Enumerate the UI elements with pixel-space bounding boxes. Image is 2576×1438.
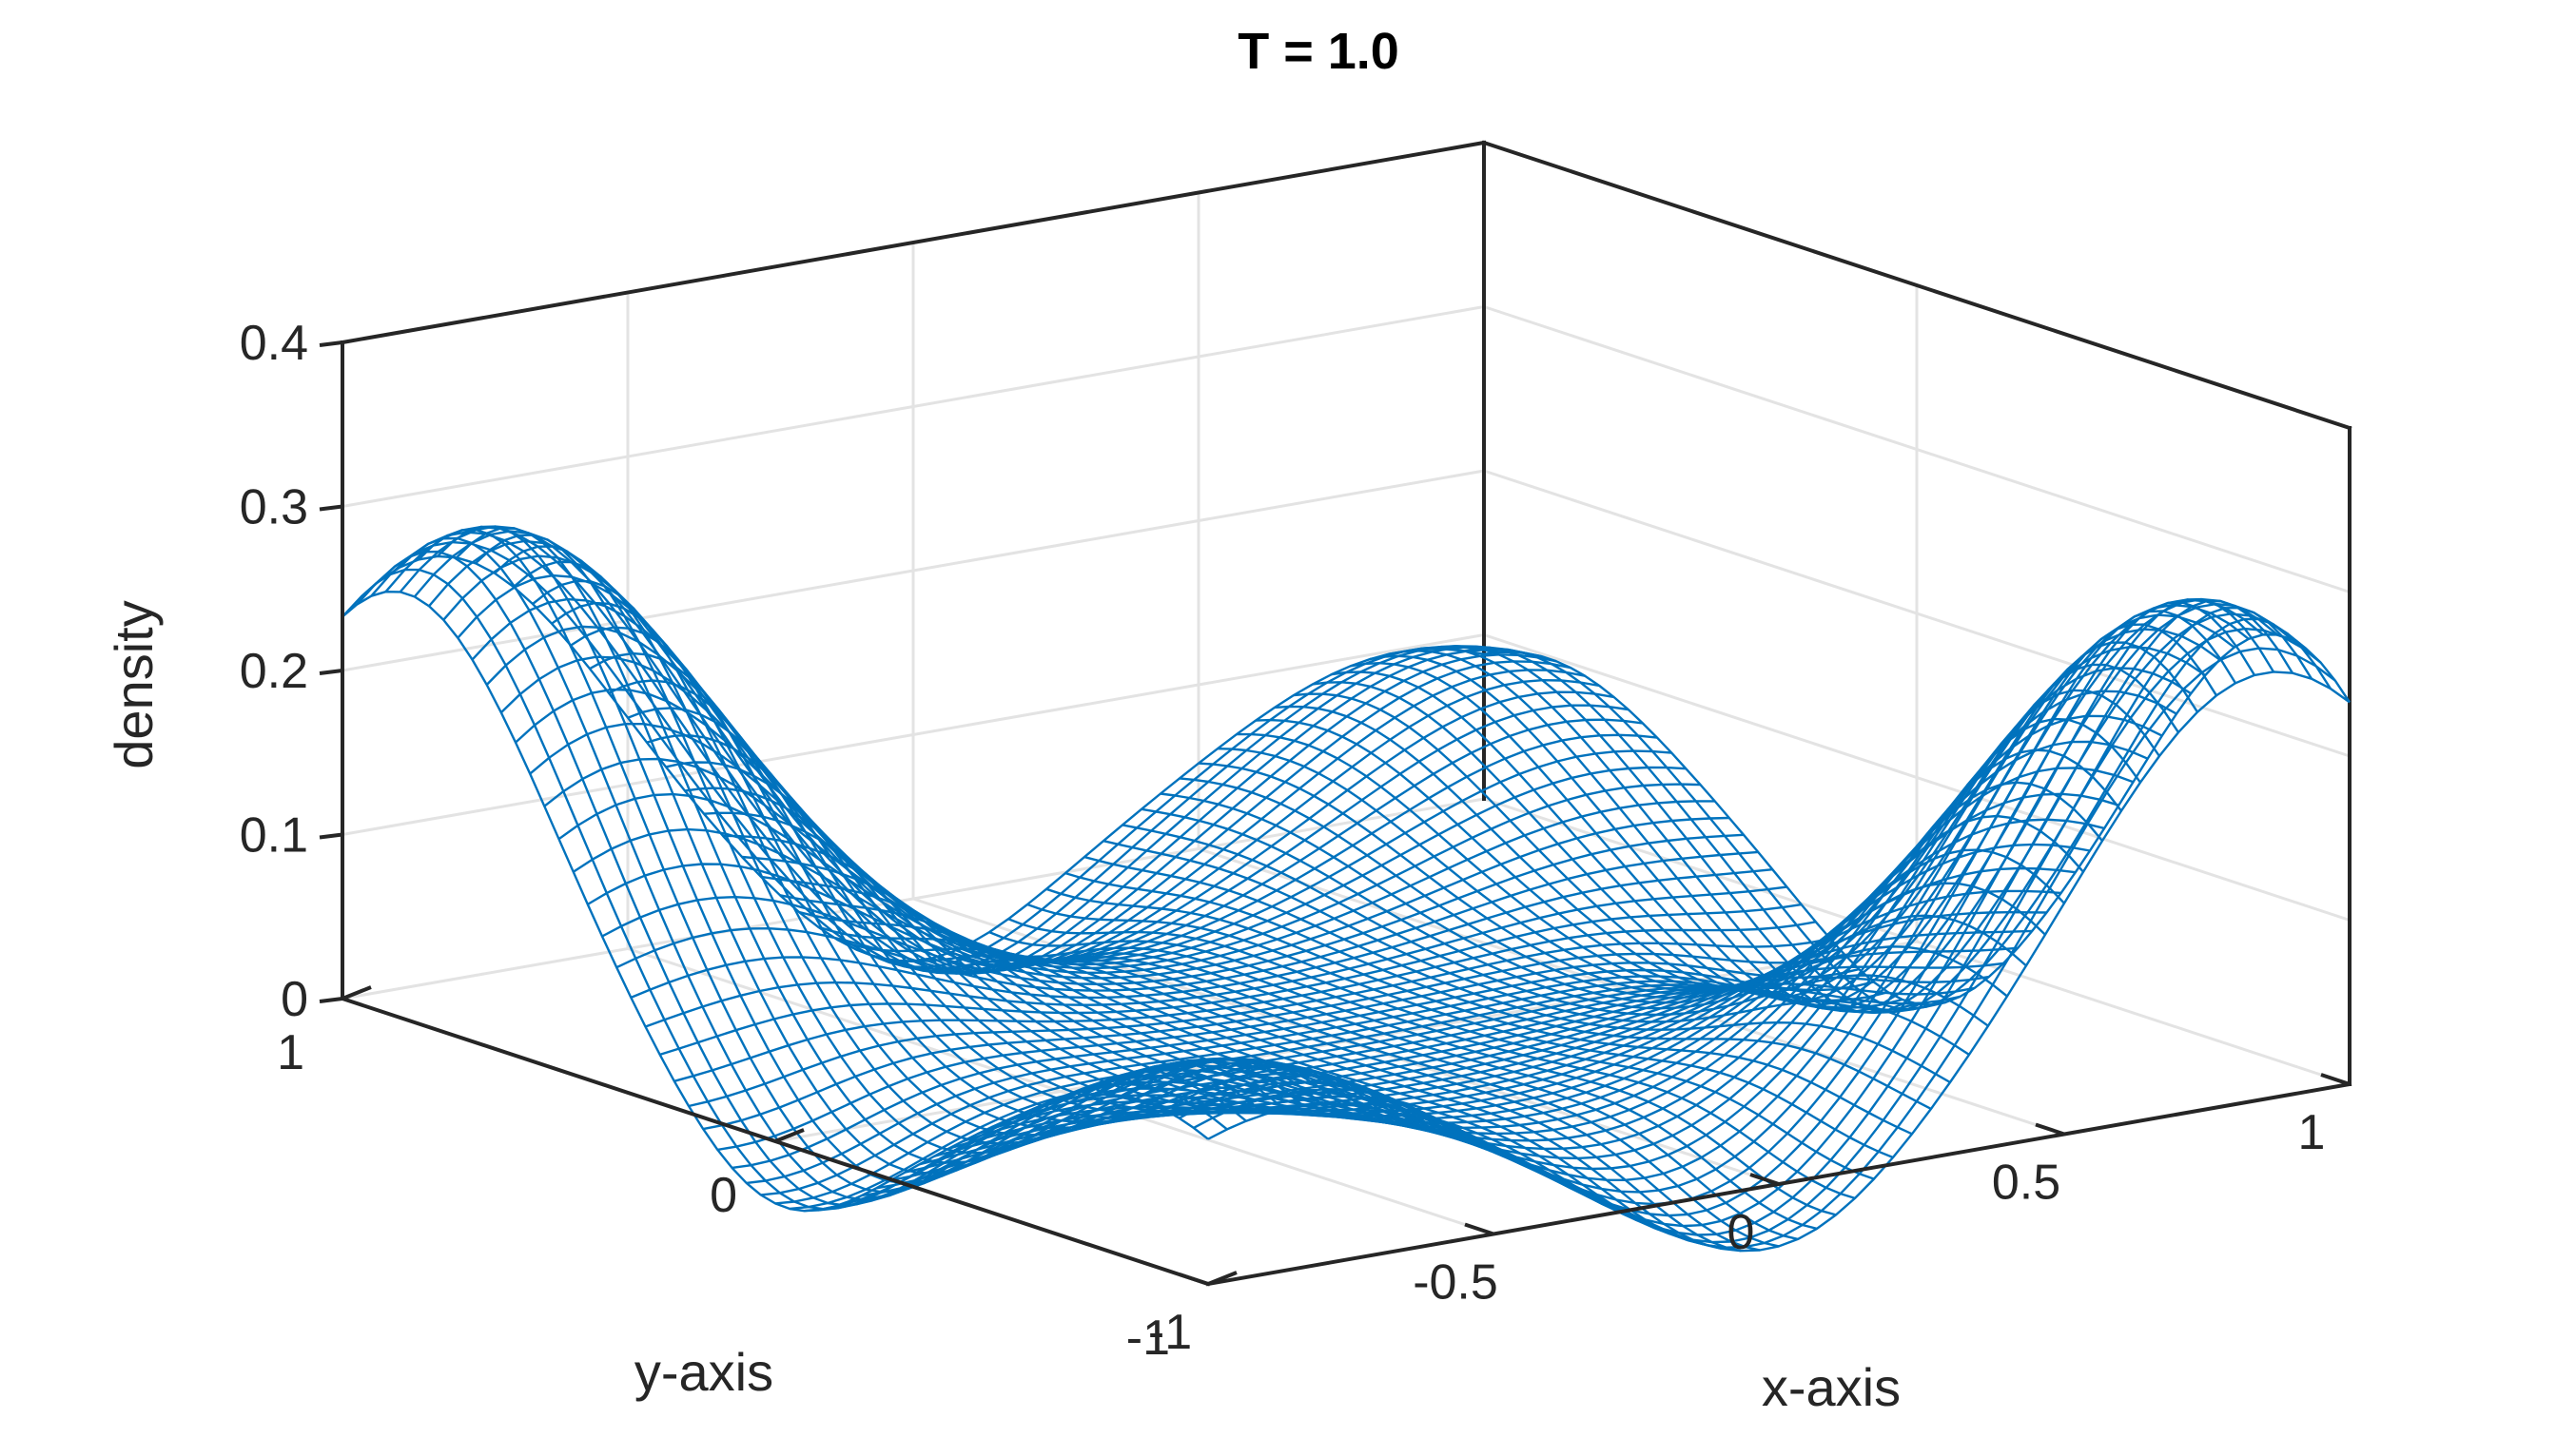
y-tick-2 xyxy=(342,985,372,1001)
mesh-line-y-58 xyxy=(370,531,1513,973)
mesh-line-y-44 xyxy=(573,800,1715,974)
x-tick-2 xyxy=(1749,1173,1780,1186)
z-tick-label-3: 0.3 xyxy=(240,480,308,535)
mesh-line-y-26 xyxy=(832,982,1975,1209)
y-tick-0 xyxy=(1207,1271,1238,1286)
mesh-line-y-53 xyxy=(442,554,1586,969)
mesh-line-y-37 xyxy=(673,921,1817,1082)
z-tick-3 xyxy=(319,504,343,512)
x-tick-1 xyxy=(1464,1222,1494,1236)
y-tick-1 xyxy=(774,1128,805,1143)
z-tick-label-1: 0.1 xyxy=(240,808,308,864)
mesh-line-y-57 xyxy=(384,525,1528,975)
z-tick-label-4: 0.4 xyxy=(240,316,308,371)
x-tick-label-1: -0.5 xyxy=(1413,1255,1498,1311)
mesh-line-y-40 xyxy=(630,868,1773,1000)
axes-box xyxy=(340,140,2352,1086)
mesh-line-y-15 xyxy=(991,767,2134,1129)
x-tick-0 xyxy=(1179,1273,1209,1286)
x-tick-4 xyxy=(2320,1073,2351,1086)
mesh-line-y-60 xyxy=(342,554,1485,962)
z-tick-2 xyxy=(319,669,343,675)
y-tick-label-0: -1 xyxy=(1126,1311,1170,1366)
x-tick-label-2: 0 xyxy=(1727,1205,1755,1260)
mesh-line-y-5 xyxy=(1135,597,2278,1217)
x-tick-3 xyxy=(2035,1122,2065,1137)
mesh-line-y-59 xyxy=(356,540,1499,969)
mesh-line-y-39 xyxy=(645,885,1787,1028)
mesh-line-y-11 xyxy=(1048,667,2192,1151)
box-edge-top-back xyxy=(340,140,1487,345)
mesh-line-y-56 xyxy=(399,525,1542,975)
mesh-line-y-36 xyxy=(688,937,1831,1108)
z-tick-0 xyxy=(319,997,343,1003)
mesh-line-y-35 xyxy=(702,952,1845,1131)
z-tick-1 xyxy=(319,832,343,840)
mesh-line-y-17 xyxy=(962,818,2105,1143)
y-axis-label: y-axis xyxy=(634,1342,773,1402)
mesh-line-y-2 xyxy=(1179,627,2322,1244)
mesh-line-y-48 xyxy=(515,688,1658,962)
mesh-line-y-43 xyxy=(587,816,1729,980)
y-tick-label-2: 1 xyxy=(277,1025,304,1080)
mesh-line-y-24 xyxy=(861,962,2004,1197)
surface-mesh xyxy=(342,525,2351,1253)
mesh-line-y-34 xyxy=(717,962,1860,1152)
x-tick-label-0: -1 xyxy=(1148,1305,1192,1360)
x-tick-label-4: 1 xyxy=(2298,1105,2326,1160)
z-tick-label-2: 0.2 xyxy=(240,644,308,699)
z-tick-label-0: 0 xyxy=(281,972,308,1027)
x-tick-label-3: 0.5 xyxy=(1992,1156,2060,1211)
x-axis-label: x-axis xyxy=(1762,1357,1901,1417)
mesh-line-y-31 xyxy=(760,980,1903,1196)
mesh-line-y-41 xyxy=(615,850,1759,992)
mesh-line-x-1 xyxy=(361,568,1228,1211)
mesh-line-y-46 xyxy=(543,757,1687,966)
mesh-line-y-38 xyxy=(659,903,1802,1057)
mesh-line-y-33 xyxy=(732,968,1874,1170)
grid-line-y-floor-2 xyxy=(342,797,1485,1001)
y-tick-label-1: 0 xyxy=(710,1168,737,1223)
mesh-line-y-32 xyxy=(746,975,1888,1185)
box-edge-top-right xyxy=(1481,140,2352,431)
chart-title: T = 1.0 xyxy=(1238,23,1399,80)
mesh-line-y-23 xyxy=(875,946,2019,1190)
mesh-line-y-13 xyxy=(1020,714,2163,1136)
z-tick-4 xyxy=(319,340,343,347)
mesh-line-y-47 xyxy=(529,723,1672,963)
mesh-line-y-27 xyxy=(818,985,1961,1212)
z-axis-label: density xyxy=(104,600,164,768)
